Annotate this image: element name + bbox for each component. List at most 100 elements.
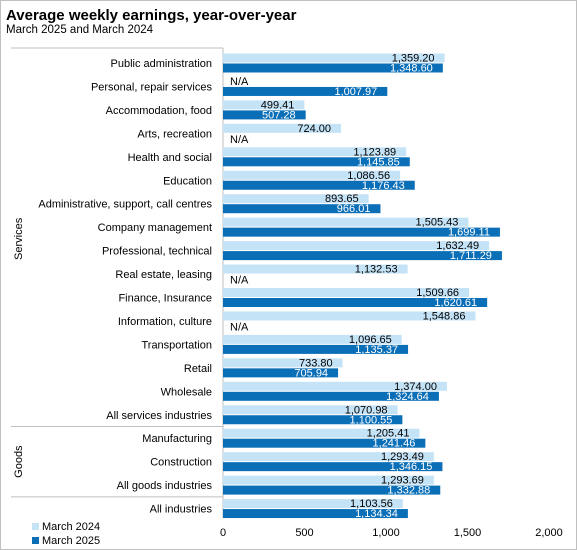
- bar-march-2025: [223, 157, 410, 167]
- bar-march-2024: [223, 381, 447, 391]
- bar-march-2024: [223, 170, 401, 180]
- data-label-march-2025: 705.94: [294, 367, 328, 379]
- category-label: Wholesale: [161, 386, 212, 398]
- bar-march-2024: [223, 217, 469, 227]
- data-label-march-2025: 1,135.37: [355, 344, 398, 356]
- category-label: Retail: [184, 363, 212, 375]
- data-label-march-2025: 507.28: [262, 109, 296, 121]
- data-label-march-2024: 1,548.86: [423, 310, 466, 322]
- category-label: Finance, Insurance: [118, 293, 212, 305]
- category-label: All services industries: [106, 410, 212, 422]
- data-label-march-2024: 724.00: [297, 123, 331, 135]
- bar-march-2025: [223, 391, 439, 401]
- data-label-march-2024: N/A: [230, 76, 249, 88]
- bar-march-2025: [223, 63, 443, 73]
- data-label-march-2024: 1,359.20: [392, 53, 435, 65]
- data-label-march-2025: 1,176.43: [362, 180, 405, 192]
- data-label-march-2024: 1,632.49: [436, 240, 479, 252]
- data-label-march-2024: 1,132.53: [355, 264, 398, 276]
- legend-swatch-march-2025: [32, 537, 39, 544]
- x-tick-label: 0: [220, 527, 226, 539]
- legend-label-march-2025: March 2025: [42, 535, 100, 547]
- bar-march-2024: [223, 241, 490, 251]
- legend-label-march-2024: March 2024: [42, 521, 100, 533]
- data-label-march-2024: 893.65: [325, 193, 359, 205]
- data-label-march-2025: N/A: [230, 134, 249, 146]
- data-label-march-2025: 966.01: [337, 203, 371, 215]
- data-label-march-2025: 1,699.11: [448, 227, 490, 239]
- data-label-march-2025: 1,324.64: [386, 391, 429, 403]
- data-label-march-2025: 1,134.34: [355, 508, 398, 520]
- bar-march-2025: [223, 462, 443, 472]
- bar-march-2024: [223, 264, 408, 274]
- category-label: All goods industries: [117, 480, 213, 492]
- x-tick-label: 1,000: [372, 527, 400, 539]
- category-label: Accommodation, food: [106, 105, 212, 117]
- x-tick-label: 1,500: [454, 527, 482, 539]
- bar-march-2025: [223, 227, 500, 237]
- data-label-march-2025: 1,007.97: [334, 86, 377, 98]
- category-label: Construction: [150, 457, 212, 469]
- bar-march-2025: [223, 368, 339, 378]
- bar-march-2024: [223, 100, 305, 110]
- legend-swatch-march-2024: [32, 523, 39, 530]
- category-label: Professional, technical: [102, 246, 212, 258]
- data-label-march-2024: 1,103.56: [350, 498, 393, 510]
- data-label-march-2024: 499.41: [261, 99, 295, 111]
- category-label: Real estate, leasing: [115, 269, 212, 281]
- group-label: Goods: [13, 445, 25, 478]
- bar-march-2024: [223, 428, 420, 438]
- data-label-march-2025: N/A: [230, 321, 249, 333]
- x-tick-label: 500: [295, 527, 313, 539]
- category-label: Company management: [98, 222, 212, 234]
- category-label: Personal, repair services: [91, 81, 213, 93]
- category-label: Information, culture: [118, 316, 212, 328]
- data-label-march-2025: 1,348.60: [390, 63, 433, 75]
- category-label: Education: [163, 175, 212, 187]
- category-label: Health and social: [128, 152, 212, 164]
- data-label-march-2025: 1,145.85: [357, 156, 400, 168]
- data-label-march-2025: N/A: [230, 275, 249, 287]
- data-label-march-2025: 1,346.15: [390, 461, 433, 473]
- bar-march-2025: [223, 86, 388, 96]
- bar-march-2025: [223, 485, 441, 495]
- bar-march-2025: [223, 509, 408, 519]
- bar-march-2024: [223, 334, 402, 344]
- data-label-march-2025: 1,241.46: [373, 438, 416, 450]
- data-label-march-2025: 1,620.61: [434, 297, 477, 309]
- bar-march-2025: [223, 438, 426, 448]
- category-label: Arts, recreation: [137, 128, 212, 140]
- chart-subtitle: March 2025 and March 2024: [6, 24, 154, 36]
- bar-march-2024: [223, 358, 343, 368]
- data-label-march-2025: 1,711.29: [450, 250, 492, 262]
- bar-march-2024: [223, 123, 342, 133]
- data-label-march-2024: 1,509.66: [416, 287, 459, 299]
- data-label-march-2024: 1,086.56: [347, 170, 390, 182]
- category-label: Transportation: [141, 339, 212, 351]
- chart-title: Average weekly earnings, year-over-year: [6, 7, 297, 24]
- data-label-march-2024: 1,293.49: [381, 451, 424, 463]
- category-label: Public administration: [111, 58, 213, 70]
- group-label: Services: [13, 217, 25, 260]
- bar-march-2025: [223, 110, 306, 120]
- data-label-march-2024: 1,123.89: [353, 146, 396, 158]
- bar-march-2024: [223, 53, 445, 63]
- bar-march-2024: [223, 147, 407, 157]
- data-label-march-2024: 1,374.00: [394, 381, 437, 393]
- bar-march-2024: [223, 452, 434, 462]
- bar-march-2024: [223, 475, 434, 485]
- data-label-march-2025: 1,100.55: [350, 414, 393, 426]
- bar-march-2025: [223, 344, 409, 354]
- category-label: All industries: [150, 504, 213, 516]
- bar-march-2024: [223, 499, 403, 509]
- data-label-march-2025: 1,332.88: [387, 485, 430, 497]
- bar-march-2025: [223, 298, 488, 307]
- x-tick-label: 2,000: [535, 527, 563, 539]
- data-label-march-2024: 1,205.41: [367, 428, 410, 440]
- bar-march-2025: [223, 415, 403, 425]
- bar-march-2024: [223, 311, 476, 321]
- data-label-march-2024: 1,505.43: [416, 217, 459, 229]
- data-label-march-2024: 733.80: [299, 357, 333, 369]
- data-label-march-2024: 1,293.69: [381, 475, 424, 487]
